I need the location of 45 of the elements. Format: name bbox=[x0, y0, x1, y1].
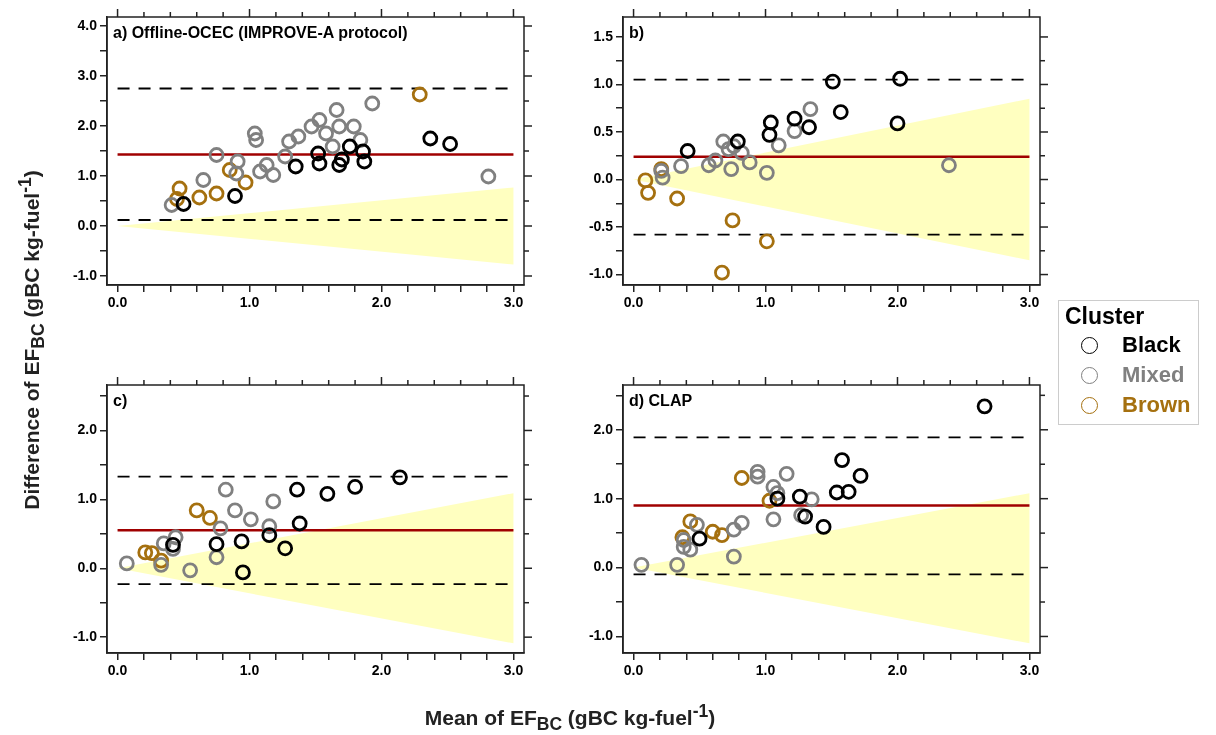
y-tick-label: 2.0 bbox=[593, 420, 614, 437]
x-tick-label: 3.0 bbox=[1019, 294, 1040, 311]
y-tick-label: 0.0 bbox=[77, 559, 98, 576]
y-tick-label: 1.0 bbox=[77, 166, 98, 183]
y-tick-label: -1.0 bbox=[72, 266, 98, 283]
y-tick-label: -1.0 bbox=[72, 628, 98, 645]
x-tick-label: 3.0 bbox=[503, 294, 524, 311]
x-tick-label: 2.0 bbox=[371, 662, 392, 679]
y-tick-label: 1.0 bbox=[593, 75, 614, 92]
x-tick-label: 1.0 bbox=[755, 294, 776, 311]
y-tick-label: 1.5 bbox=[593, 27, 614, 44]
x-tick-label: 1.0 bbox=[239, 294, 260, 311]
y-tick-label: 1.0 bbox=[593, 489, 614, 506]
x-tick-label: 2.0 bbox=[887, 662, 908, 679]
x-tick-label: 0.0 bbox=[623, 662, 644, 679]
y-tick-label: 0.5 bbox=[593, 122, 614, 139]
y-tick-label: 2.0 bbox=[77, 116, 98, 133]
x-tick-label: 0.0 bbox=[107, 662, 128, 679]
y-tick-label: -1.0 bbox=[588, 265, 614, 282]
y-tick-label: -1.0 bbox=[588, 627, 614, 644]
y-tick-label: 4.0 bbox=[77, 16, 98, 33]
legend-label: Mixed bbox=[1122, 362, 1185, 388]
legend-label: Black bbox=[1122, 332, 1181, 358]
y-tick-label: 0.0 bbox=[593, 170, 614, 187]
x-axis-title: Mean of EF$_{BC}$ (gBC kg-fuel$^{-1}$) bbox=[424, 700, 716, 735]
y-tick-label: 1.0 bbox=[77, 490, 98, 507]
y-tick-label: 0.0 bbox=[77, 216, 98, 233]
chart-title: b) bbox=[629, 24, 645, 42]
x-tick-label: 2.0 bbox=[887, 294, 908, 311]
x-tick-label: 1.0 bbox=[239, 662, 260, 679]
legend-label: Brown bbox=[1122, 392, 1191, 418]
y-tick-label: 2.0 bbox=[77, 421, 98, 438]
text: a) Offline-OCEC (IMPROVE-A protocol) bbox=[113, 24, 408, 42]
text: d) CLAP bbox=[629, 392, 693, 410]
y-tick-label: 3.0 bbox=[77, 66, 98, 83]
x-tick-label: 3.0 bbox=[503, 662, 524, 679]
y-tick-label: 0.0 bbox=[593, 558, 614, 575]
x-tick-label: 0.0 bbox=[107, 294, 128, 311]
x-tick-label: 3.0 bbox=[1019, 662, 1040, 679]
x-tick-label: 2.0 bbox=[371, 294, 392, 311]
x-tick-label: 1.0 bbox=[755, 662, 776, 679]
x-tick-label: 0.0 bbox=[623, 294, 644, 311]
chart-title: c) bbox=[113, 392, 128, 410]
legend-title: Cluster bbox=[1065, 303, 1146, 330]
y-tick-label: -0.5 bbox=[588, 217, 614, 234]
